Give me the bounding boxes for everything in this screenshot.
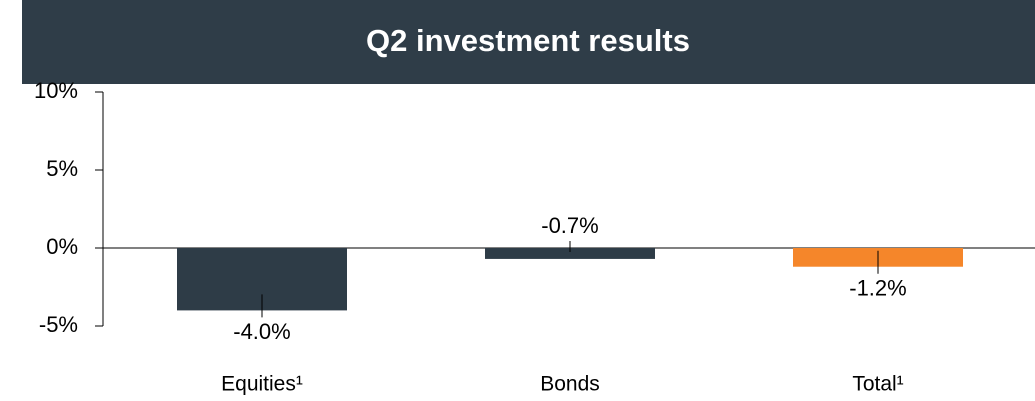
y-tick-label: 10% [34,78,78,103]
value-label: -1.2% [849,276,906,301]
title-banner [22,0,1035,84]
x-tick-label: Total¹ [852,373,903,396]
x-tick-label: Equities¹ [221,373,303,396]
value-label: -0.7% [541,213,598,238]
bar [485,248,655,259]
chart-title: Q2 investment results [366,23,690,58]
y-tick-label: 0% [46,234,78,259]
y-tick-label: -5% [39,312,78,337]
x-tick-label: Bonds [540,373,600,396]
value-label: -4.0% [233,319,290,344]
y-tick-label: 5% [46,156,78,181]
